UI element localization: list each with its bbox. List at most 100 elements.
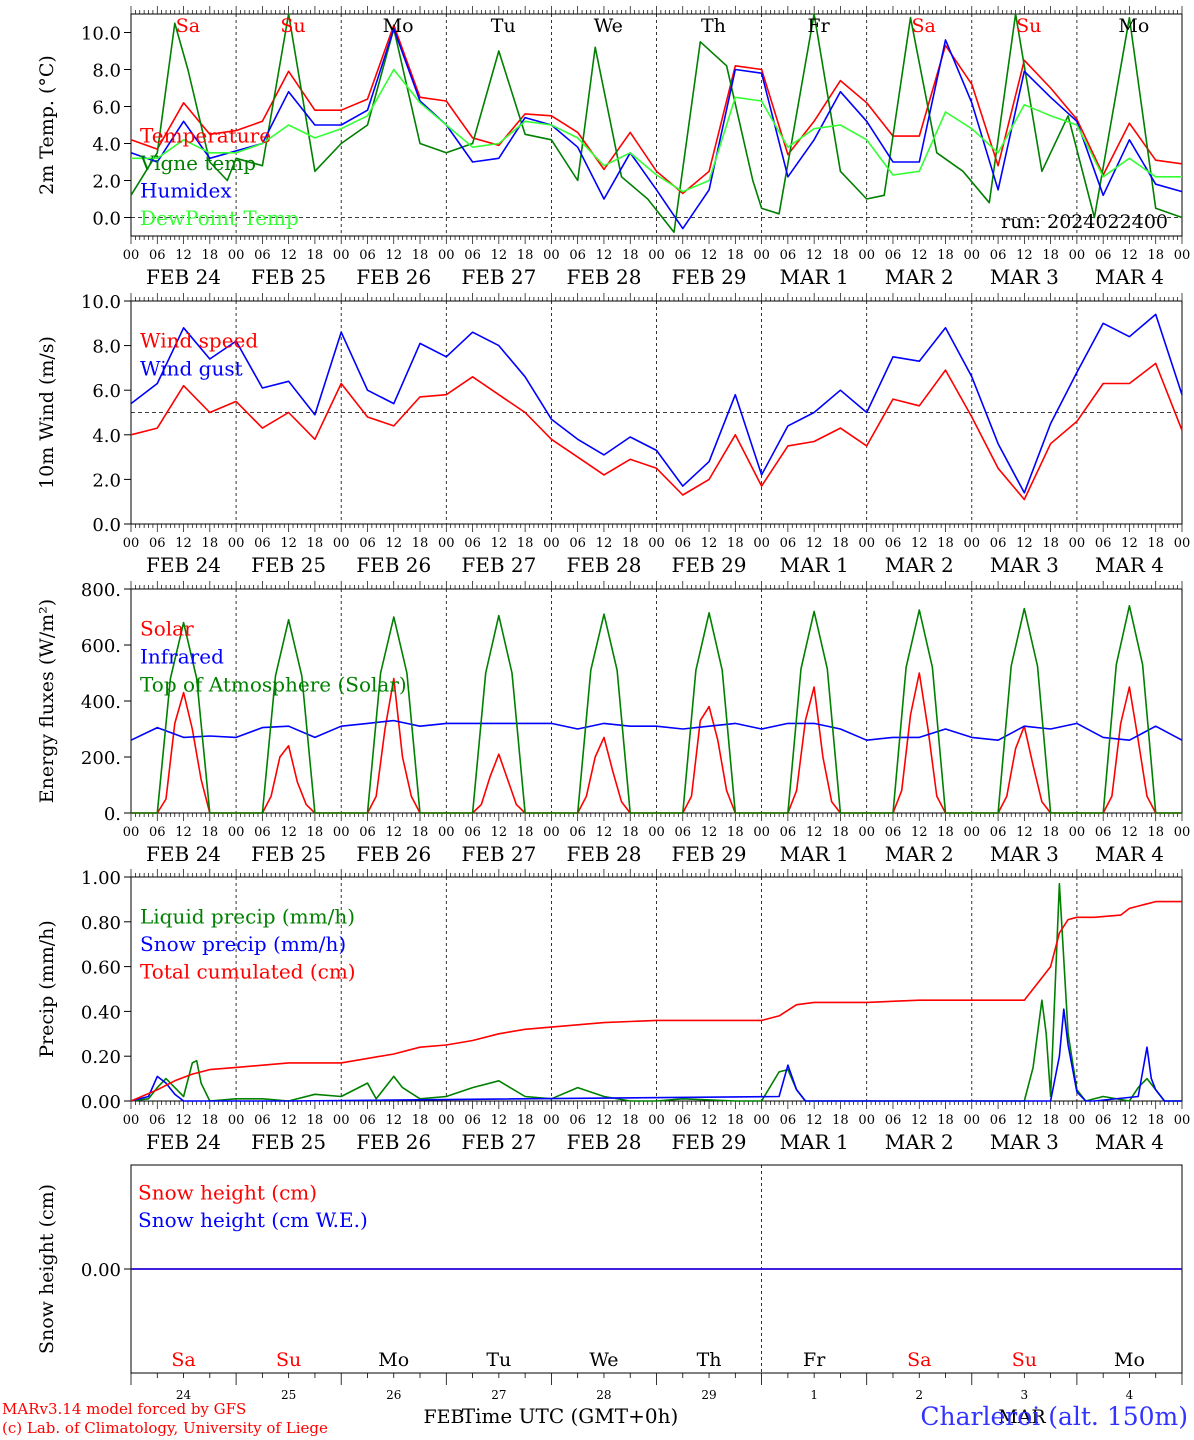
hour-label: 18 [1042, 825, 1059, 840]
hour-label: 18 [937, 536, 954, 551]
date-label: FEB 28 [566, 265, 641, 289]
hour-label: 18 [1147, 536, 1164, 551]
legend-entry: Wind speed [140, 329, 258, 353]
hour-label: 06 [675, 248, 692, 263]
date-label: FEB 29 [672, 265, 747, 289]
hour-label: 12 [596, 248, 613, 263]
hour-label: 00 [858, 248, 875, 263]
hour-label: 00 [228, 248, 245, 263]
hour-label: 06 [464, 248, 481, 263]
hour-label: 00 [543, 825, 560, 840]
legend-entry: DewPoint Temp [140, 206, 299, 230]
y-tick-label: 200. [81, 748, 121, 769]
hour-label: 00 [333, 248, 350, 263]
hour-label: 06 [359, 1113, 376, 1128]
date-label: FEB 24 [146, 265, 221, 289]
hour-label: 18 [307, 248, 324, 263]
date-label: MAR 1 [780, 1130, 849, 1154]
day-number: 1 [810, 1388, 818, 1402]
date-label: MAR 4 [1095, 265, 1164, 289]
hour-label: 06 [254, 248, 271, 263]
day-number: 2 [915, 1388, 923, 1402]
y-tick-label: 0.40 [81, 1002, 121, 1023]
weekday-label: Fr [803, 1349, 826, 1371]
hour-label: 12 [1121, 536, 1138, 551]
y-tick-label: 0. [104, 804, 121, 825]
hour-label: 18 [307, 825, 324, 840]
legend-entry: Liquid precip (mm/h) [140, 905, 355, 929]
series-line [130, 313, 1183, 494]
hour-label: 12 [175, 536, 192, 551]
hour-label: 12 [1016, 536, 1033, 551]
hour-label: 00 [648, 248, 665, 263]
hour-label: 18 [307, 536, 324, 551]
series-line [130, 24, 1183, 195]
y-tick-label: 2.0 [92, 470, 121, 491]
hour-label: 12 [1121, 248, 1138, 263]
hour-label: 06 [254, 1113, 271, 1128]
hour-label: 18 [202, 536, 219, 551]
date-label: FEB 27 [461, 553, 536, 577]
hour-label: 06 [359, 248, 376, 263]
hour-label: 06 [780, 248, 797, 263]
hour-label: 06 [359, 536, 376, 551]
legend-entry: Top of Atmosphere (Solar) [140, 673, 407, 697]
hour-label: 18 [1042, 248, 1059, 263]
hour-label: 00 [858, 825, 875, 840]
series-line [131, 68, 1182, 193]
hour-label: 06 [149, 536, 166, 551]
date-label: MAR 3 [990, 265, 1059, 289]
hour-label: 06 [569, 1113, 586, 1128]
weekday-label: Tu [486, 1349, 511, 1371]
hour-label: 18 [412, 248, 429, 263]
weekday-label: Su [1012, 1349, 1037, 1371]
hour-label: 18 [832, 536, 849, 551]
hour-label: 00 [964, 248, 981, 263]
hour-label: 06 [885, 536, 902, 551]
weekday-label: Sa [171, 1349, 195, 1371]
hour-label: 18 [517, 248, 534, 263]
hour-label: 06 [359, 825, 376, 840]
hour-label: 18 [412, 1113, 429, 1128]
hour-label: 06 [780, 1113, 797, 1128]
hour-label: 06 [885, 1113, 902, 1128]
hour-label: 18 [307, 1113, 324, 1128]
weekday-label: We [594, 15, 623, 37]
date-label: FEB 27 [461, 265, 536, 289]
day-number: 26 [386, 1388, 401, 1402]
hour-label: 12 [701, 248, 718, 263]
hour-label: 12 [596, 1113, 613, 1128]
date-label: MAR 4 [1095, 1130, 1164, 1154]
date-label: MAR 3 [990, 842, 1059, 866]
date-label: MAR 1 [780, 842, 849, 866]
day-number: 3 [1021, 1388, 1029, 1402]
hour-label: 06 [990, 536, 1007, 551]
legend-entry: Snow precip (mm/h) [140, 932, 346, 956]
hour-label: 00 [1069, 536, 1086, 551]
hour-label: 00 [438, 825, 455, 840]
hour-label: 18 [727, 248, 744, 263]
hour-label: 06 [254, 825, 271, 840]
hour-label: 12 [175, 248, 192, 263]
hour-label: 06 [990, 825, 1007, 840]
panel-3: 00 06 12 18 00 06 12 18 00 06 12 18 00 06 12 18 00 06 12 18… [36, 580, 1190, 866]
day-number: 29 [701, 1388, 716, 1402]
hour-label: 00 [1174, 248, 1191, 263]
weekday-label: Mo [1114, 1349, 1145, 1371]
panel-4: 00 06 12 18 00 06 12 18 00 06 12 18 00 06 12 18 00 06 12 18… [36, 868, 1190, 1154]
hour-label: 12 [806, 825, 823, 840]
hour-label: 06 [675, 1113, 692, 1128]
legend-entry: Temperature [140, 124, 271, 148]
hour-label: 00 [1069, 825, 1086, 840]
hour-label: 18 [202, 1113, 219, 1128]
credit-line: (c) Lab. of Climatology, University of L… [2, 1419, 328, 1437]
hour-label: 18 [622, 1113, 639, 1128]
day-number: 25 [281, 1388, 296, 1402]
hour-label: 06 [1095, 536, 1112, 551]
legend-entry: Total cumulated (cm) [140, 960, 356, 984]
hour-label: 00 [964, 536, 981, 551]
hour-label: 18 [1147, 1113, 1164, 1128]
hour-label: 18 [1042, 1113, 1059, 1128]
y-tick-label: 0.20 [81, 1047, 121, 1068]
weekday-label: Mo [378, 1349, 409, 1371]
